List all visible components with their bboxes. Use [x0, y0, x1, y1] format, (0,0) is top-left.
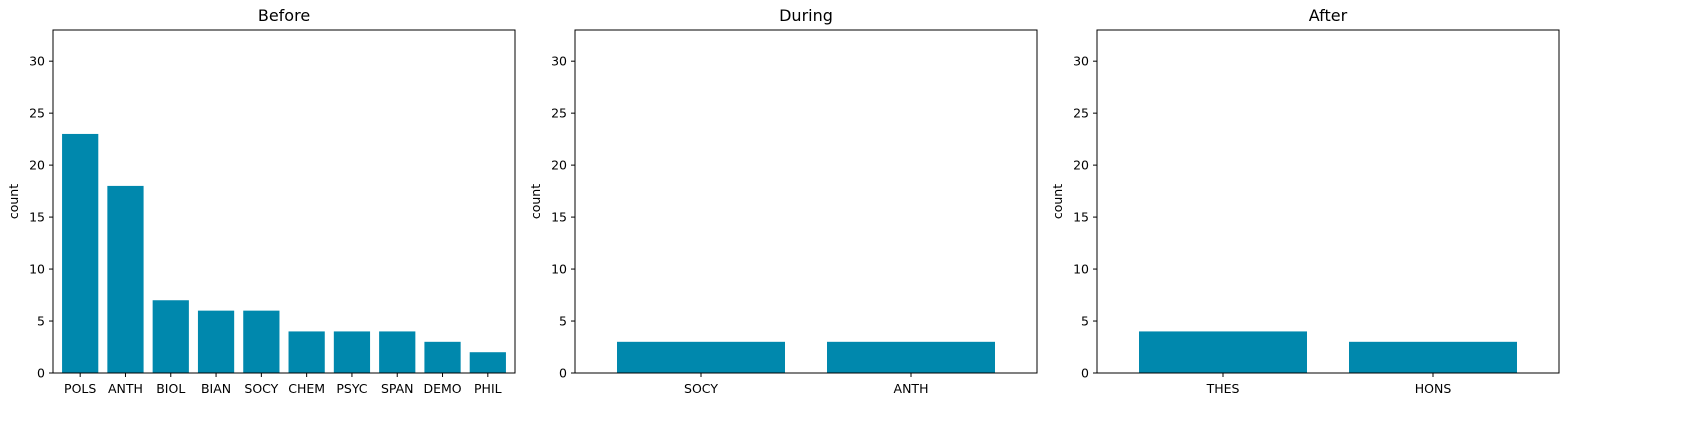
- y-axis-label: count: [6, 184, 21, 219]
- y-tick-label: 5: [37, 314, 45, 329]
- y-tick-label: 15: [1073, 210, 1089, 225]
- bar-bian: [197, 310, 235, 373]
- y-tick-label: 0: [559, 366, 567, 381]
- x-tick-label: ANTH: [894, 381, 929, 396]
- y-tick-label: 30: [1073, 54, 1089, 69]
- y-tick-label: 25: [1073, 106, 1089, 121]
- y-tick-label: 5: [559, 314, 567, 329]
- x-tick-label: PSYC: [336, 381, 367, 396]
- y-tick-label: 25: [29, 106, 45, 121]
- x-tick-label: BIOL: [156, 381, 185, 396]
- bar-phil: [469, 352, 506, 373]
- bar-demo: [424, 341, 461, 373]
- panel-during: During count 0 5 10 15 20 25 30 SOCY ANTH: [528, 6, 1038, 396]
- y-tick-label: 15: [551, 210, 567, 225]
- x-tick-label: SOCY: [244, 381, 278, 396]
- bar-socy: [243, 310, 280, 373]
- y-tick-label: 15: [29, 210, 45, 225]
- y-axis-label: count: [1050, 184, 1065, 219]
- bar-pols: [62, 133, 99, 373]
- y-tick-label: 0: [37, 366, 45, 381]
- panel-before: Before count 0 5 10 15 20 25 30 POLS ANTH BIOL BIAN S…: [6, 6, 516, 396]
- bar-anth: [107, 185, 144, 373]
- bar-thes: [1139, 331, 1307, 373]
- panel-title: During: [779, 6, 833, 25]
- y-tick-label: 20: [1073, 158, 1089, 173]
- x-tick-label: BIAN: [201, 381, 231, 396]
- bar-socy: [617, 341, 785, 373]
- bar-hons: [1349, 341, 1517, 373]
- bar-psyc: [333, 331, 371, 373]
- x-tick-label: PHIL: [474, 381, 502, 396]
- panel-title: Before: [258, 6, 310, 25]
- y-tick-label: 10: [551, 262, 567, 277]
- panel-after: After count 0 5 10 15 20 25 30 THES HONS: [1050, 6, 1560, 396]
- x-tick-label: POLS: [64, 381, 96, 396]
- x-tick-label: CHEM: [288, 381, 325, 396]
- axes-frame: [52, 29, 516, 374]
- panel-title: After: [1309, 6, 1348, 25]
- y-tick-label: 30: [29, 54, 45, 69]
- x-tick-label: SOCY: [684, 381, 718, 396]
- y-tick-label: 20: [29, 158, 45, 173]
- bar-biol: [152, 300, 189, 373]
- y-tick-label: 10: [1073, 262, 1089, 277]
- x-tick-label: HONS: [1415, 381, 1452, 396]
- x-tick-label: THES: [1206, 381, 1240, 396]
- y-tick-label: 0: [1081, 366, 1089, 381]
- y-axis-label: count: [528, 184, 543, 219]
- bar-anth: [827, 341, 995, 373]
- y-tick-label: 25: [551, 106, 567, 121]
- x-tick-label: SPAN: [381, 381, 414, 396]
- axes-frame: [574, 29, 1038, 374]
- axes-frame: [1096, 29, 1560, 374]
- y-tick-label: 10: [29, 262, 45, 277]
- y-tick-label: 5: [1081, 314, 1089, 329]
- y-tick-label: 30: [551, 54, 567, 69]
- x-tick-label: DEMO: [423, 381, 461, 396]
- bar-span: [379, 331, 416, 373]
- bar-chem: [288, 331, 325, 373]
- y-tick-label: 20: [551, 158, 567, 173]
- x-tick-label: ANTH: [108, 381, 143, 396]
